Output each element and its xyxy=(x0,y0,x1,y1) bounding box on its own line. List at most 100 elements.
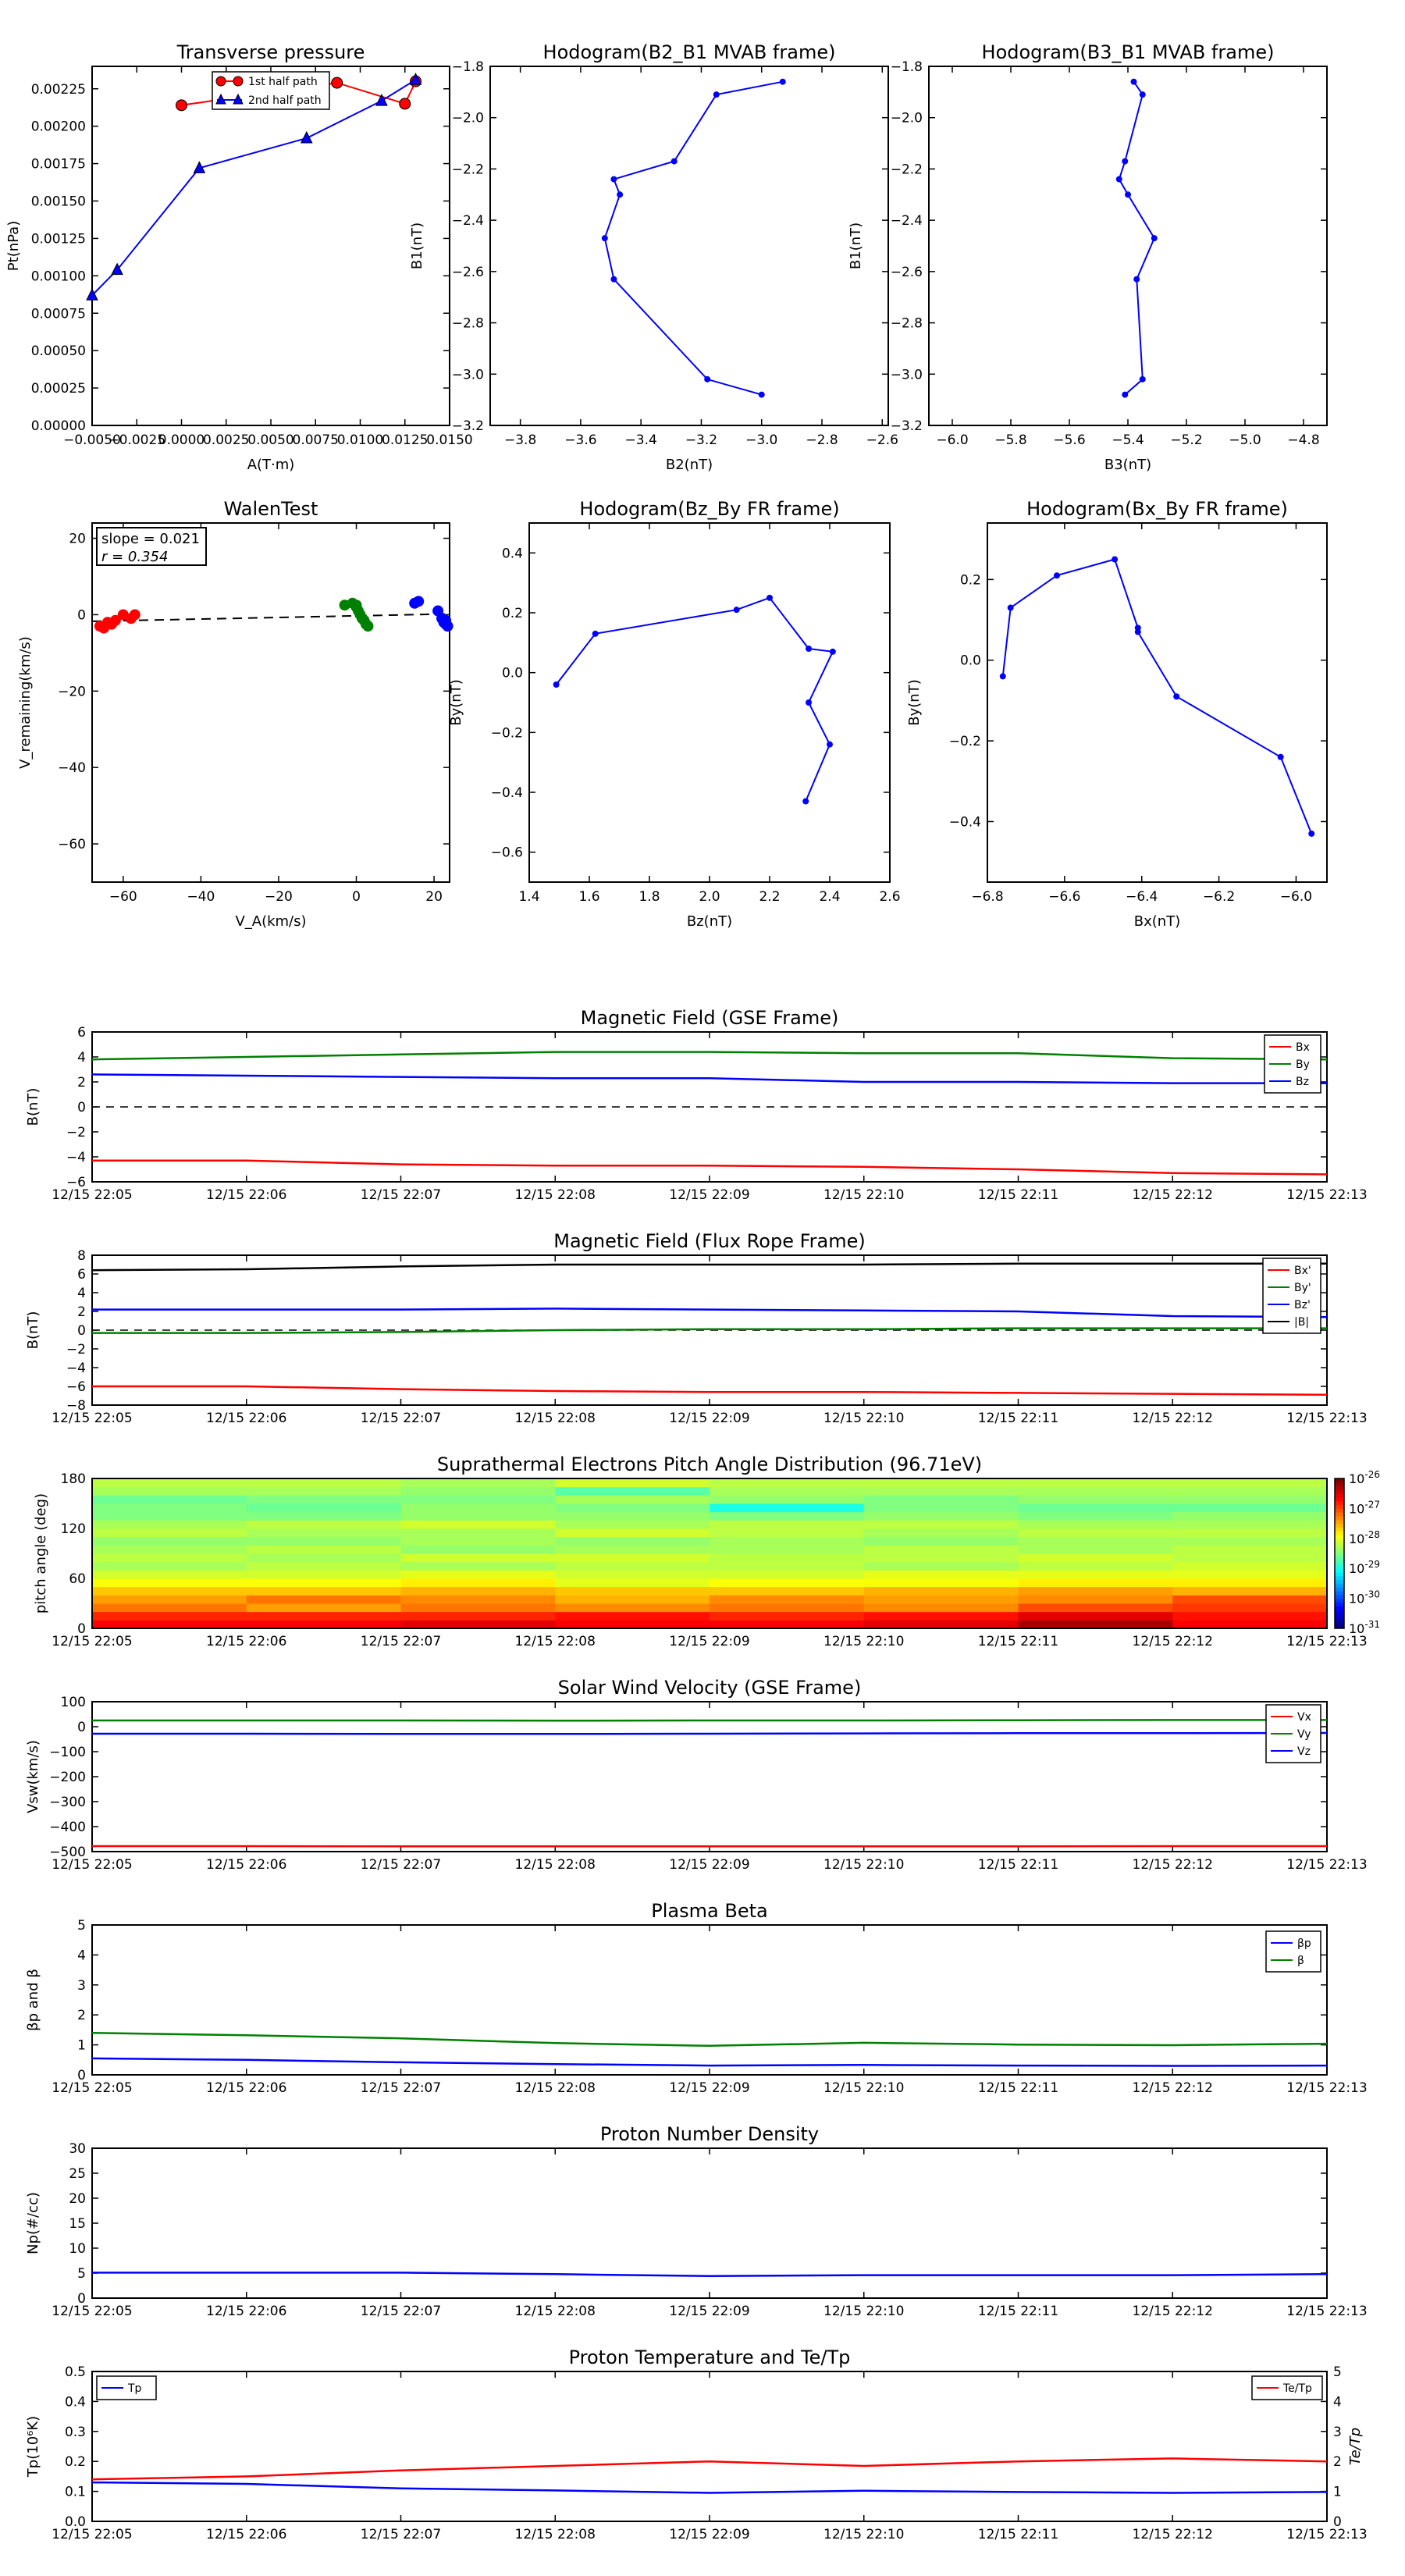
y-tick-label: 0.00025 xyxy=(31,381,86,397)
heatmap-cell xyxy=(555,1495,710,1504)
heatmap-cell xyxy=(555,1553,710,1563)
panel-np: Proton Number Density 0 5 10 15 20 25 30 12/15 2… xyxy=(25,2123,1368,2319)
colorbar-step xyxy=(1335,1594,1344,1599)
panel-transverse_pressure: Transverse pressure 0.00000 0.00025 0.00050… xyxy=(5,41,473,473)
x-tick-label: 12/15 22:05 xyxy=(52,2527,132,2542)
heatmap-cell xyxy=(92,1553,247,1563)
x-tick-label: −6.0 xyxy=(1280,889,1312,905)
x-tick-label: −5.0 xyxy=(1229,432,1261,448)
colorbar-step xyxy=(1335,1508,1344,1513)
y-tick-label: −2.8 xyxy=(891,316,923,332)
colorbar-tick-label: 10-31 xyxy=(1349,1619,1380,1636)
fit-line xyxy=(91,613,450,622)
legend-label: Bz' xyxy=(1294,1299,1311,1311)
y-tick-label: −3.2 xyxy=(891,418,923,434)
data-point xyxy=(1134,628,1141,635)
legend: Vx Vy Vz xyxy=(1265,1704,1321,1763)
heatmap-cell xyxy=(92,1503,247,1513)
colorbar-frame xyxy=(1334,1478,1345,1629)
annotation-frame xyxy=(96,527,207,566)
heatmap-cell xyxy=(863,1503,1019,1513)
panel-hodo_bxby: Hodogram(Bx_By FR frame) −0.4 −0.2 0.0 0.2 −6… xyxy=(906,498,1328,930)
heatmap-cell xyxy=(1018,1603,1173,1613)
legend-marker xyxy=(215,93,226,105)
y-tick-label: 0 xyxy=(77,607,86,623)
series-line xyxy=(603,80,783,396)
y-tick-label: 2 xyxy=(77,1304,86,1320)
x-tick-label: 12/15 22:11 xyxy=(978,1411,1058,1426)
y-axis-label: B1(nT) xyxy=(848,222,864,269)
heatmap-cell xyxy=(1172,1536,1328,1546)
heatmap-cell xyxy=(710,1553,865,1563)
data-point xyxy=(1139,375,1146,382)
chart-title: WalenTest xyxy=(224,498,318,520)
y-tick-label: 8 xyxy=(77,1248,86,1264)
y-tick-label: 0 xyxy=(77,2068,86,2083)
x-tick-label: 1.8 xyxy=(638,889,660,905)
y-tick-label: 0 xyxy=(77,1621,86,1637)
heatmap-cell xyxy=(1018,1503,1173,1513)
x-tick-label: 12/15 22:06 xyxy=(206,2527,286,2542)
y-tick-label: 0.0 xyxy=(502,666,523,681)
heatmap-cell xyxy=(555,1611,710,1621)
legend-label: By' xyxy=(1294,1282,1311,1294)
x-axis-label: Bz(nT) xyxy=(687,913,732,930)
x-tick-label: 12/15 22:05 xyxy=(52,1857,132,1873)
x-tick-label: 12/15 22:08 xyxy=(515,1187,596,1203)
legend-label: Tp xyxy=(127,2382,142,2395)
x-tick-label: 12/15 22:11 xyxy=(978,1857,1058,1873)
heatmap-cell xyxy=(92,1561,247,1571)
colorbar-step xyxy=(1335,1587,1344,1592)
heatmap-cell xyxy=(710,1495,865,1504)
data-point xyxy=(1133,276,1140,283)
data-point xyxy=(1277,753,1284,760)
legend-label: Vz xyxy=(1297,1745,1311,1758)
heatmap-cell xyxy=(555,1486,710,1496)
x-tick-label: 12/15 22:09 xyxy=(669,2080,749,2096)
colorbar-step xyxy=(1335,1550,1344,1554)
data-point xyxy=(1115,176,1122,183)
heatmap-cell xyxy=(400,1520,556,1529)
y-tick-label: −60 xyxy=(58,837,86,852)
x-tick-label: 12/15 22:09 xyxy=(669,1857,749,1873)
heatmap-cell xyxy=(555,1620,710,1629)
heatmap-cell xyxy=(1018,1570,1173,1579)
legend-label: βp xyxy=(1297,1937,1311,1950)
heatmap-cell xyxy=(400,1486,556,1496)
heatmap-cell xyxy=(92,1536,247,1546)
y-axis-label: B1(nT) xyxy=(409,222,425,269)
data-point xyxy=(1125,191,1131,198)
y-axis-label: B(nT) xyxy=(25,1088,41,1126)
heatmap-cells xyxy=(92,1478,1328,1629)
y-tick-label: −0.6 xyxy=(491,845,523,861)
y-axis-label: Np(#/cc) xyxy=(25,2192,41,2254)
y-axis-label: pitch angle (deg) xyxy=(33,1493,49,1614)
x-tick-label: 12/15 22:09 xyxy=(669,2527,749,2542)
data-point xyxy=(86,288,98,301)
axes-frame xyxy=(91,522,450,883)
x-tick-label: 0.0050 xyxy=(247,432,293,448)
data-point xyxy=(1173,693,1180,700)
heatmap-cell xyxy=(1172,1503,1328,1513)
y-tick-label: 0.1 xyxy=(65,2485,86,2500)
heatmap-cell xyxy=(246,1620,401,1629)
heatmap-cell xyxy=(863,1570,1019,1579)
series-line-By xyxy=(91,1051,1328,1061)
colorbar-step xyxy=(1335,1557,1344,1562)
y-tick-label: 2 xyxy=(77,2008,86,2023)
x-tick-label: 1.4 xyxy=(518,889,539,905)
data-point xyxy=(733,607,740,614)
y-axis-label: βp and β xyxy=(25,1969,41,2031)
x-tick-label: 12/15 22:07 xyxy=(361,1857,441,1873)
y-axis-label: Vsw(km/s) xyxy=(25,1740,41,1813)
x-tick-label: −20 xyxy=(265,889,293,905)
heatmap-cell xyxy=(246,1545,401,1554)
data-point xyxy=(802,798,809,805)
heatmap-cell xyxy=(246,1570,401,1579)
chart-title: Magnetic Field (GSE Frame) xyxy=(581,1007,839,1029)
y-tick-label: 6 xyxy=(77,1267,86,1283)
x-tick-label: 12/15 22:07 xyxy=(361,2080,441,2096)
heatmap-cell xyxy=(863,1528,1019,1538)
y-tick-label: −2 xyxy=(66,1342,86,1357)
data-point xyxy=(553,681,560,688)
